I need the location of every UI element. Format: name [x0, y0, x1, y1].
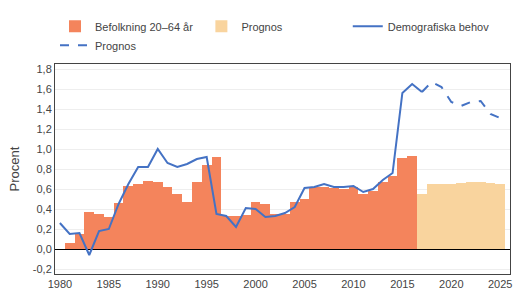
svg-text:1,4: 1,4	[37, 103, 52, 115]
svg-text:1,2: 1,2	[37, 123, 52, 135]
svg-text:1,8: 1,8	[37, 63, 52, 75]
svg-text:0,4: 0,4	[37, 203, 52, 215]
svg-text:0,2: 0,2	[37, 223, 52, 235]
svg-text:2015: 2015	[390, 278, 414, 290]
svg-text:2010: 2010	[341, 278, 365, 290]
svg-text:2025: 2025	[488, 278, 512, 290]
svg-text:1985: 1985	[97, 278, 121, 290]
svg-text:Prognos: Prognos	[241, 21, 282, 33]
svg-text:1,0: 1,0	[37, 143, 52, 155]
svg-text:2005: 2005	[292, 278, 316, 290]
svg-text:0,6: 0,6	[37, 183, 52, 195]
svg-text:2020: 2020	[439, 278, 463, 290]
svg-text:Demografiska behov: Demografiska behov	[388, 21, 489, 33]
svg-text:1990: 1990	[145, 278, 169, 290]
svg-text:0,0: 0,0	[37, 243, 52, 255]
svg-text:1995: 1995	[194, 278, 218, 290]
svg-text:Procent: Procent	[7, 146, 22, 191]
svg-text:0,8: 0,8	[37, 163, 52, 175]
svg-text:2000: 2000	[243, 278, 267, 290]
svg-text:1980: 1980	[48, 278, 72, 290]
svg-text:Prognos: Prognos	[95, 40, 136, 52]
svg-text:-0,2: -0,2	[33, 263, 52, 275]
svg-text:1,6: 1,6	[37, 83, 52, 95]
svg-text:Befolkning 20–64 år: Befolkning 20–64 år	[95, 21, 193, 33]
